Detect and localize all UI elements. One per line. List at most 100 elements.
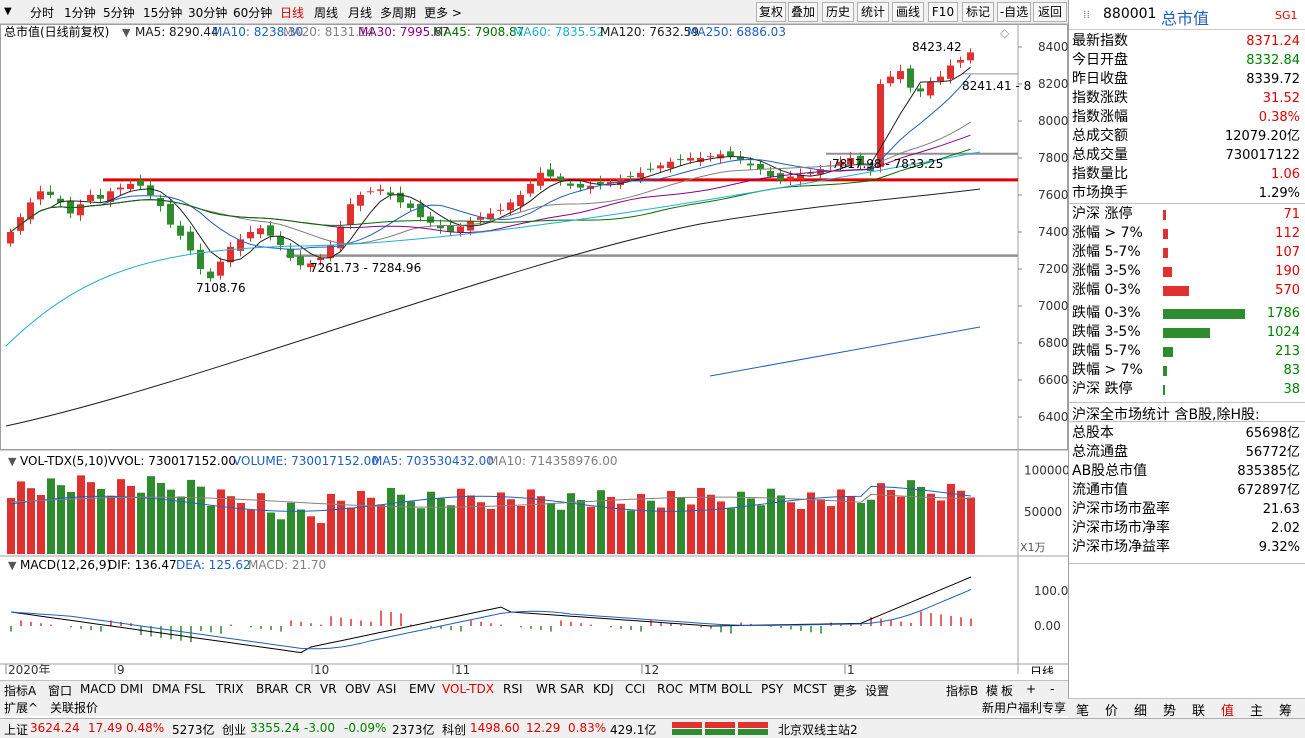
menu-arrow-icon[interactable]: ▼ <box>4 6 12 17</box>
volume-bar[interactable] <box>487 509 495 554</box>
candle-body[interactable] <box>237 239 244 251</box>
volume-bar[interactable] <box>507 499 515 554</box>
macd-histogram[interactable] <box>10 610 972 643</box>
volume-bar[interactable] <box>957 490 965 554</box>
volume-bar[interactable] <box>747 498 755 554</box>
indicator-tab-1[interactable]: 窗口 <box>48 684 73 698</box>
candle-body[interactable] <box>497 209 504 211</box>
indicator-tab-25[interactable]: 设置 <box>865 684 890 698</box>
volume-bar[interactable] <box>177 496 185 554</box>
volume-bar[interactable] <box>797 509 805 554</box>
volume-bar[interactable] <box>7 497 15 554</box>
candle-body[interactable] <box>187 231 194 251</box>
candle-body[interactable] <box>37 191 44 200</box>
candle-body[interactable] <box>917 88 924 92</box>
candle-body[interactable] <box>277 236 284 245</box>
volume-bar[interactable] <box>267 512 275 554</box>
indicator-tab-0[interactable]: 指标A <box>4 684 37 698</box>
breadth-row[interactable]: 跌幅 3-5% 1024 <box>1069 323 1305 342</box>
breadth-row[interactable]: 跌幅 5-7% 213 <box>1069 342 1305 361</box>
indicator-tab-8[interactable]: CR <box>295 682 312 696</box>
panel-tab-4[interactable]: 联 <box>1192 704 1206 719</box>
candle-body[interactable] <box>517 195 524 207</box>
volume-bar[interactable] <box>397 494 405 554</box>
macd-chevron-icon[interactable]: ▼ <box>8 559 17 572</box>
candle-body[interactable] <box>947 65 954 79</box>
indicator-tab-4[interactable]: DMA <box>152 682 180 696</box>
candle-body[interactable] <box>677 159 684 161</box>
expand-tab[interactable]: 扩展^ <box>4 701 39 715</box>
volume-bar[interactable] <box>707 494 715 554</box>
period-tab-5[interactable]: 60分钟 <box>233 6 273 20</box>
candle-body[interactable] <box>587 185 594 190</box>
candle-body[interactable] <box>97 195 104 199</box>
volume-bar[interactable] <box>557 509 565 554</box>
toolbar-button-3[interactable]: 统计 <box>857 2 889 22</box>
volume-bars[interactable] <box>7 475 975 554</box>
volume-bar[interactable] <box>947 483 955 554</box>
volume-bar[interactable] <box>597 490 605 554</box>
volume-bar[interactable] <box>877 483 885 554</box>
candle-body[interactable] <box>7 232 14 244</box>
candle-body[interactable] <box>787 176 794 181</box>
candle-body[interactable] <box>327 244 334 258</box>
candle-body[interactable] <box>157 197 164 207</box>
candle-body[interactable] <box>967 52 974 61</box>
volume-bar[interactable] <box>737 491 745 554</box>
breadth-row[interactable]: 沪深 涨停 71 <box>1069 205 1305 224</box>
volume-bar[interactable] <box>867 499 875 554</box>
chevron-down-icon[interactable]: ▼ <box>122 26 131 39</box>
candle-body[interactable] <box>527 183 534 194</box>
volume-bar[interactable] <box>27 488 35 554</box>
volume-bar[interactable] <box>367 497 375 554</box>
volume-bar[interactable] <box>97 488 105 554</box>
volume-bar[interactable] <box>607 496 615 554</box>
candle-body[interactable] <box>377 189 384 191</box>
volume-bar[interactable] <box>727 508 735 554</box>
volume-bar[interactable] <box>347 507 355 554</box>
volume-bar[interactable] <box>457 488 465 554</box>
candle-body[interactable] <box>77 204 84 216</box>
volume-bar[interactable] <box>387 487 395 554</box>
candle-body[interactable] <box>47 191 54 195</box>
candle-body[interactable] <box>627 176 634 178</box>
candle-body[interactable] <box>837 161 844 166</box>
candle-body[interactable] <box>447 225 454 232</box>
volume-bar[interactable] <box>917 486 925 554</box>
volume-bar[interactable] <box>477 502 485 554</box>
volume-bar[interactable] <box>697 487 705 554</box>
candle-body[interactable] <box>557 176 564 181</box>
candle-body[interactable] <box>417 203 424 218</box>
indicator-tab-2[interactable]: MACD <box>80 682 116 696</box>
volume-bar[interactable] <box>517 505 525 554</box>
candle-body[interactable] <box>887 76 894 84</box>
volume-bar[interactable] <box>247 509 255 554</box>
volume-bar[interactable] <box>227 496 235 554</box>
volume-bar[interactable] <box>537 496 545 554</box>
volume-bar[interactable] <box>577 499 585 554</box>
candle-body[interactable] <box>317 257 324 261</box>
candle-body[interactable] <box>87 195 94 201</box>
period-tab-1[interactable]: 1分钟 <box>64 6 96 20</box>
volume-bar[interactable] <box>617 503 625 554</box>
volume-bar[interactable] <box>337 500 345 554</box>
volume-bar[interactable] <box>147 476 155 554</box>
breadth-row[interactable]: 涨幅 5-7% 107 <box>1069 243 1305 262</box>
candle-body[interactable] <box>457 226 464 233</box>
volume-bar[interactable] <box>937 500 945 554</box>
period-tab-4[interactable]: 30分钟 <box>188 6 228 20</box>
volume-bar[interactable] <box>897 496 905 554</box>
toolbar-button-4[interactable]: 画线 <box>892 2 924 22</box>
breadth-row[interactable]: 涨幅 > 7% 112 <box>1069 224 1305 243</box>
volume-bar[interactable] <box>317 523 325 554</box>
breadth-row[interactable]: 沪深 跌停 38 <box>1069 380 1305 399</box>
indicator-right-1[interactable]: 模 <box>986 684 999 698</box>
candle-body[interactable] <box>217 261 224 276</box>
toolbar-button-7[interactable]: -自选 <box>997 2 1031 22</box>
volume-bar[interactable] <box>217 489 225 554</box>
volume-bar[interactable] <box>547 502 555 554</box>
volume-bar[interactable] <box>357 490 365 554</box>
volume-bar[interactable] <box>467 495 475 554</box>
candle-body[interactable] <box>507 202 514 211</box>
period-tab-2[interactable]: 5分钟 <box>103 6 135 20</box>
